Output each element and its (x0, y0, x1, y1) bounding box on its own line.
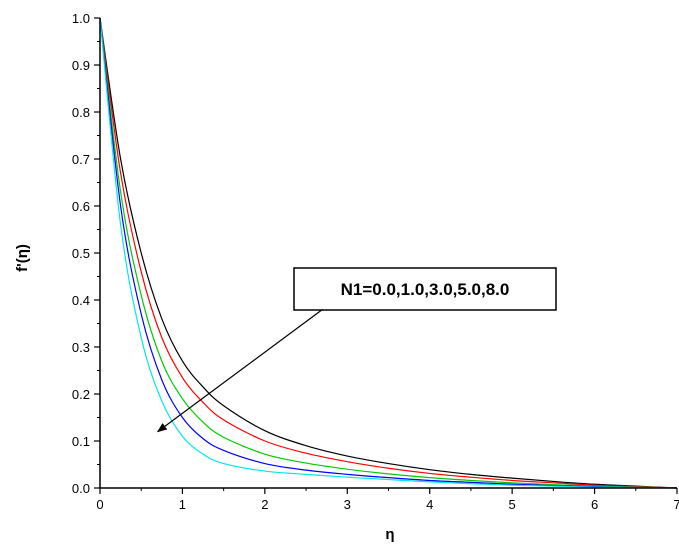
plot-area (99, 17, 678, 489)
series-line-4 (99, 17, 678, 489)
y-tick-label: 0.3 (72, 340, 90, 355)
annotation-box (293, 267, 557, 311)
x-tick-label: 0 (96, 497, 103, 512)
annotation: N1=0.0,1.0,3.0,5.0,8.0 (156, 267, 557, 433)
y-tick-label: 0.2 (72, 387, 90, 402)
y-tick-label: 0.9 (72, 58, 90, 73)
series-line-1 (99, 17, 678, 489)
series-line-2 (99, 17, 678, 489)
y-tick-label: 0.1 (72, 434, 90, 449)
x-tick-label: 2 (261, 497, 268, 512)
series-line-3 (99, 17, 678, 489)
y-tick-label: 1.0 (72, 11, 90, 26)
x-tick-label: 4 (426, 497, 433, 512)
series-line-0 (99, 17, 678, 489)
x-tick-label: 7 (673, 497, 679, 512)
y-tick-label: 0.8 (72, 105, 90, 120)
x-axis-title: η (385, 526, 394, 543)
x-tick-label: 3 (344, 497, 351, 512)
y-axis-title: f'(η) (14, 244, 31, 272)
y-tick-label: 0.4 (72, 293, 90, 308)
annotation-arrow (156, 308, 323, 433)
x-tick-label: 5 (509, 497, 516, 512)
y-tick-label: 0.6 (72, 199, 90, 214)
x-tick-label: 6 (591, 497, 598, 512)
axes: 0 1 2 3 4 5 6 7 0.0 0.1 0.2 0.3 0.4 0.5 0.6 0.7 0.8 0.9 1.… (72, 11, 679, 512)
y-tick-label: 0.7 (72, 152, 90, 167)
y-tick-label: 0.5 (72, 246, 90, 261)
y-tick-label: 0.0 (72, 481, 90, 496)
x-tick-label: 1 (179, 497, 186, 512)
annotation-text: N1=0.0,1.0,3.0,5.0,8.0 (341, 280, 510, 299)
